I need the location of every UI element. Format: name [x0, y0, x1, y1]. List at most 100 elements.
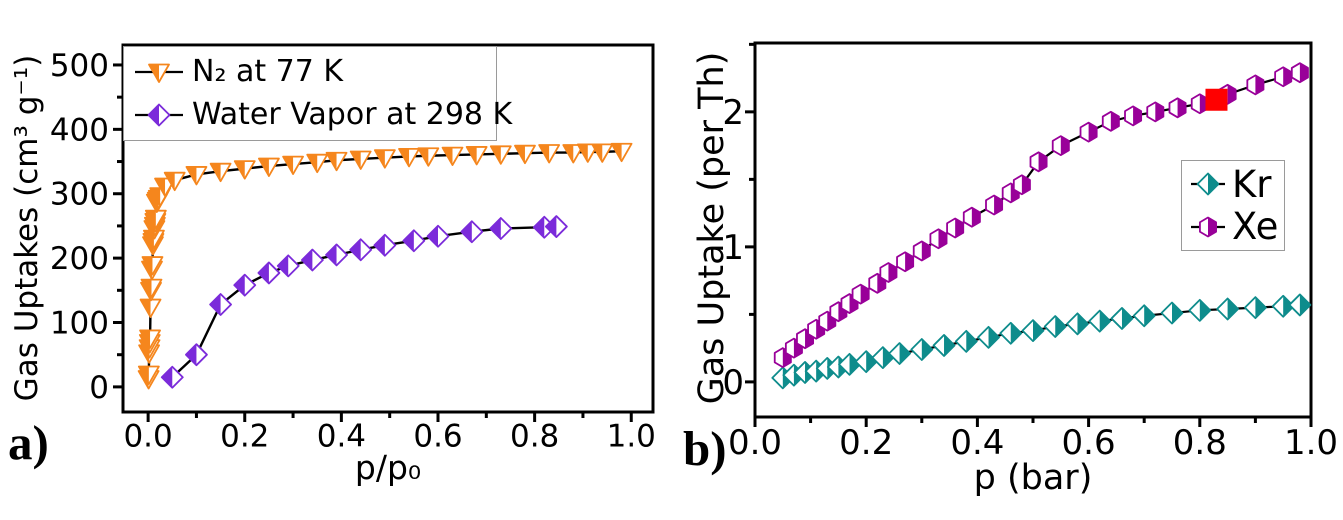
- hexagon-data-marker: [1051, 135, 1070, 157]
- diamond-data-marker: [544, 215, 568, 238]
- diamond-legend-glyph: [1196, 172, 1220, 196]
- diamond-data-marker: [257, 261, 281, 285]
- chart-b-series-1: [773, 62, 1309, 368]
- triangle-down-data-marker: [417, 147, 440, 167]
- chart-a: 0.0 0.2 0.4 0.6 0.8 1.0 0 100 200 300 400 500: [50, 43, 656, 454]
- triangle-down-data-marker: [562, 144, 585, 164]
- xe-legend-label: Xe: [1232, 205, 1279, 249]
- triangle-down-data-marker: [139, 329, 161, 349]
- xe-legend-marker-icon: [1191, 216, 1225, 238]
- triangle-down-data-marker: [306, 153, 329, 174]
- chart-b-series-0: [771, 293, 1312, 390]
- diamond-data-marker: [489, 217, 513, 240]
- diamond-data-marker: [854, 350, 878, 374]
- x-tick-label: 0.2: [220, 418, 269, 454]
- y-tick-label: 2: [722, 93, 744, 133]
- hexagon-data-marker: [1190, 93, 1209, 115]
- chart-a-series-0: [137, 142, 633, 390]
- x-tick-label: 1.0: [1284, 423, 1338, 463]
- x-tick-label: 0.0: [123, 418, 172, 454]
- hexagon-data-marker: [879, 262, 898, 283]
- triangle-down-data-marker: [233, 160, 256, 180]
- chart-b-axes: [745, 42, 1313, 427]
- diamond-data-marker: [1021, 319, 1045, 342]
- diamond-data-marker: [932, 334, 956, 357]
- triangle-down-data-marker: [141, 256, 164, 276]
- hexagon-data-marker: [1101, 110, 1120, 132]
- diamond-data-marker: [871, 346, 895, 369]
- diamond-data-marker: [276, 254, 300, 278]
- hexagon-data-marker: [1012, 174, 1031, 196]
- diamond-data-marker: [1043, 315, 1067, 338]
- diamond-data-marker: [160, 365, 184, 389]
- y-tick-label: 400: [50, 112, 109, 148]
- chart-a-tick-labels: 0.0 0.2 0.4 0.6 0.8 1.0 0 100 200 300 400 500: [50, 48, 656, 454]
- diamond-data-marker: [1188, 298, 1212, 322]
- diamond-data-marker: [1244, 296, 1267, 320]
- triangle-down-data-marker: [209, 162, 232, 183]
- diamond-data-marker: [1288, 293, 1312, 317]
- diamond-data-marker: [888, 342, 911, 365]
- diamond-data-marker: [1271, 294, 1295, 318]
- diamond-data-marker: [185, 343, 208, 367]
- y-tick-label: 300: [50, 177, 109, 213]
- kr-legend-label: Kr: [1232, 162, 1272, 206]
- diamond-data-marker: [1066, 312, 1089, 336]
- n2-legend-marker-icon: [135, 63, 183, 84]
- chart-a-border: [121, 43, 655, 414]
- hexagon-data-marker: [1124, 105, 1143, 127]
- hexagon-data-marker: [1246, 74, 1265, 96]
- diamond-data-marker: [1216, 297, 1239, 321]
- triangle-down-data-marker: [610, 142, 633, 163]
- diamond-data-marker: [460, 220, 484, 244]
- chart-b-border: [753, 41, 1313, 419]
- triangle-down-data-marker: [514, 144, 536, 165]
- x-tick-label: 0.4: [317, 418, 366, 454]
- legend-entry-water-vapor: Water Vapor at 298 K: [134, 99, 512, 130]
- x-tick-label: 0.6: [1062, 423, 1116, 463]
- triangle-down-data-marker: [258, 157, 280, 177]
- hexagon-data-marker: [985, 194, 1004, 216]
- triangle-down-data-marker: [325, 151, 348, 172]
- hexagon-data-marker: [1290, 62, 1309, 84]
- x-tick-label: 0.4: [950, 423, 1004, 463]
- triangle-down-data-marker: [489, 145, 512, 165]
- diamond-data-marker: [1160, 301, 1184, 325]
- hexagon-data-marker: [1079, 121, 1098, 143]
- triangle-down-data-marker: [538, 144, 561, 164]
- hexagon-data-marker: [1146, 101, 1165, 123]
- hexagon-data-marker: [896, 251, 915, 273]
- chart-b-x-axis-label: p (bar): [973, 458, 1093, 498]
- x-tick-label: 0.6: [413, 418, 462, 454]
- triangle-down-data-marker: [139, 298, 162, 318]
- hexagon-data-marker: [851, 283, 870, 305]
- diamond-data-marker: [999, 321, 1023, 345]
- y-tick-label: 1: [722, 228, 744, 268]
- y-tick-label: 0: [722, 363, 744, 403]
- x-tick-label: 1.0: [607, 418, 656, 454]
- chart-a-y-axis-label: Gas Uptakes (cm³ g⁻¹): [9, 54, 45, 402]
- panel-a-label: a): [8, 415, 49, 470]
- legend-entry-xe: Xe: [1190, 208, 1280, 245]
- diamond-data-marker: [349, 238, 373, 262]
- hexagon-data-marker: [929, 228, 948, 250]
- n2-legend-label: N₂ at 77 K: [192, 54, 344, 90]
- chart-b-y-axis-label: Gas Uptake (per Th): [692, 51, 732, 405]
- y-tick-label: 100: [50, 306, 109, 342]
- panel-b-label: b): [683, 421, 727, 476]
- kr-legend-marker-icon: [1191, 172, 1225, 196]
- diamond-data-marker: [1088, 309, 1112, 333]
- y-tick-label: 500: [50, 48, 109, 84]
- chart-b-legend: Kr Xe: [1181, 160, 1285, 251]
- diamond-data-marker: [910, 338, 934, 361]
- chart-b-tick-labels: 0.0 0.2 0.4 0.6 0.8 1.0 0 1 2: [722, 93, 1338, 463]
- hexagon-data-marker: [1274, 66, 1293, 88]
- hexagon-data-marker: [1029, 151, 1048, 173]
- water-vapor-legend-label: Water Vapor at 298 K: [192, 96, 513, 132]
- hexagon-data-marker: [912, 240, 931, 262]
- triangle-down-data-marker: [137, 365, 160, 385]
- x-tick-label: 0.0: [728, 423, 782, 463]
- diamond-data-marker: [426, 224, 450, 248]
